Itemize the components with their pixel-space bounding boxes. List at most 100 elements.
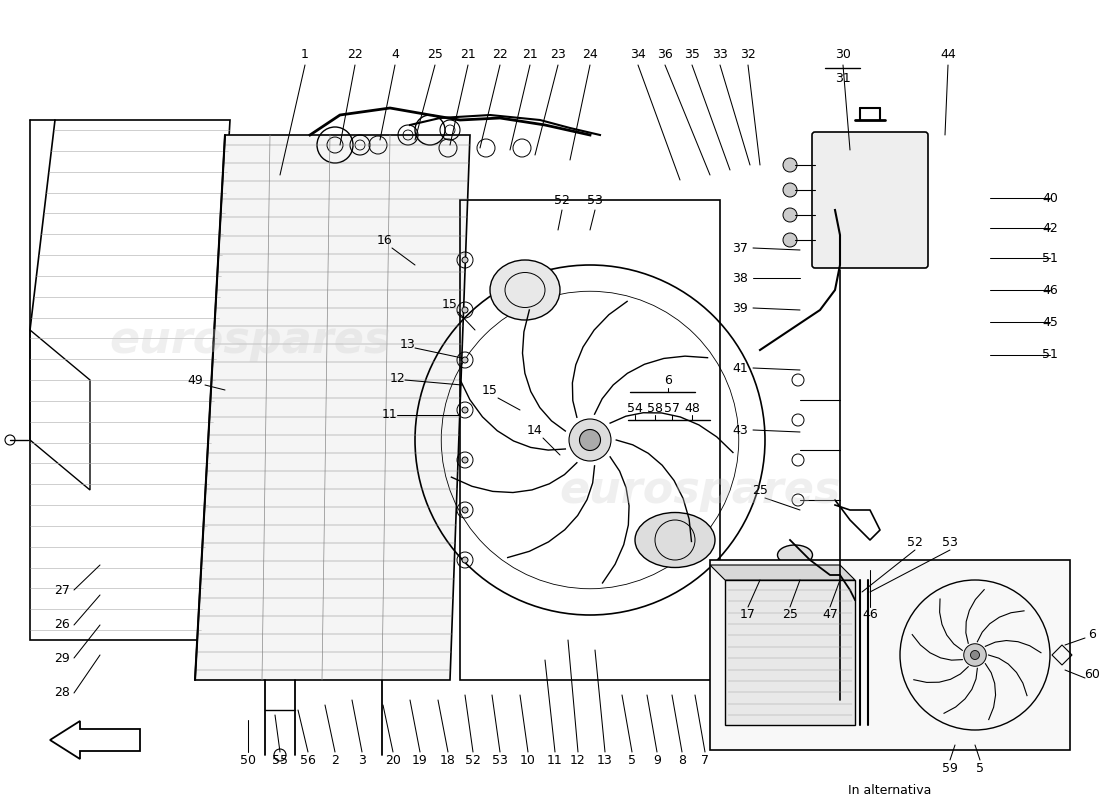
FancyArrow shape (50, 721, 140, 759)
Circle shape (462, 257, 468, 263)
Text: 53: 53 (587, 194, 603, 206)
Text: 49: 49 (187, 374, 202, 386)
Text: 17: 17 (740, 609, 756, 622)
Bar (725, 580, 855, 725)
Text: 1: 1 (301, 49, 309, 62)
Text: 46: 46 (1043, 283, 1058, 297)
Text: 26: 26 (54, 618, 70, 631)
Text: 50: 50 (240, 754, 256, 766)
Text: 38: 38 (733, 271, 748, 285)
Text: 43: 43 (733, 423, 748, 437)
Text: 13: 13 (597, 754, 613, 766)
Polygon shape (195, 135, 470, 680)
Text: 29: 29 (54, 651, 70, 665)
Text: 35: 35 (684, 49, 700, 62)
Text: eurospares: eurospares (109, 318, 390, 362)
Text: 15: 15 (442, 298, 458, 311)
Text: 48: 48 (684, 402, 700, 414)
Text: 14: 14 (527, 423, 543, 437)
Text: 60: 60 (1085, 669, 1100, 682)
Text: In alternativa: In alternativa (848, 783, 932, 797)
Text: 6: 6 (664, 374, 672, 386)
Text: 32: 32 (740, 49, 756, 62)
Circle shape (964, 644, 987, 666)
Text: 20: 20 (385, 754, 400, 766)
Text: 42: 42 (1043, 222, 1058, 234)
FancyBboxPatch shape (812, 132, 928, 268)
Text: 46: 46 (862, 609, 878, 622)
Text: 22: 22 (348, 49, 363, 62)
Text: 52: 52 (554, 194, 570, 206)
Circle shape (783, 208, 798, 222)
Circle shape (462, 357, 468, 363)
Circle shape (580, 430, 601, 450)
Text: 23: 23 (550, 49, 565, 62)
Text: 6: 6 (1088, 629, 1096, 642)
Text: 36: 36 (657, 49, 673, 62)
Text: 52: 52 (465, 754, 481, 766)
Ellipse shape (778, 545, 813, 565)
Text: eurospares: eurospares (559, 469, 840, 511)
Text: 37: 37 (733, 242, 748, 254)
Circle shape (970, 650, 979, 659)
Text: 21: 21 (522, 49, 538, 62)
Text: 54: 54 (627, 402, 642, 414)
Text: 39: 39 (733, 302, 748, 314)
Text: 34: 34 (630, 49, 646, 62)
Text: 18: 18 (440, 754, 455, 766)
Text: 5: 5 (628, 754, 636, 766)
Circle shape (462, 557, 468, 563)
Text: 7: 7 (701, 754, 710, 766)
Text: 25: 25 (427, 49, 443, 62)
Bar (710, 560, 1070, 750)
Text: 8: 8 (678, 754, 686, 766)
Circle shape (462, 507, 468, 513)
Circle shape (783, 158, 798, 172)
Text: 10: 10 (520, 754, 536, 766)
Circle shape (569, 419, 611, 461)
Text: 33: 33 (712, 49, 728, 62)
Ellipse shape (635, 513, 715, 567)
Text: 47: 47 (822, 609, 838, 622)
Circle shape (462, 307, 468, 313)
Text: 52: 52 (908, 535, 923, 549)
Text: 51: 51 (1042, 349, 1058, 362)
Text: 51: 51 (1042, 251, 1058, 265)
Text: 15: 15 (482, 383, 498, 397)
Text: 40: 40 (1042, 191, 1058, 205)
Circle shape (462, 407, 468, 413)
Text: 11: 11 (547, 754, 563, 766)
Text: 56: 56 (300, 754, 316, 766)
Text: 13: 13 (400, 338, 416, 351)
Circle shape (462, 457, 468, 463)
Text: 3: 3 (359, 754, 366, 766)
Text: 31: 31 (835, 71, 851, 85)
Text: 30: 30 (835, 49, 851, 62)
Text: 45: 45 (1042, 315, 1058, 329)
Text: 21: 21 (460, 49, 476, 62)
Text: 22: 22 (492, 49, 508, 62)
Text: 12: 12 (570, 754, 586, 766)
Ellipse shape (490, 260, 560, 320)
Text: 2: 2 (331, 754, 339, 766)
Text: 57: 57 (664, 402, 680, 414)
Text: 59: 59 (942, 762, 958, 774)
Text: 5: 5 (976, 762, 984, 774)
Text: 25: 25 (752, 483, 768, 497)
Text: 27: 27 (54, 583, 70, 597)
Text: 12: 12 (390, 371, 406, 385)
Text: 9: 9 (653, 754, 661, 766)
Text: 41: 41 (733, 362, 748, 374)
Text: 58: 58 (647, 402, 663, 414)
Circle shape (783, 233, 798, 247)
Text: 11: 11 (382, 409, 398, 422)
Text: 24: 24 (582, 49, 598, 62)
Bar (460, 200, 720, 680)
Text: 28: 28 (54, 686, 70, 699)
Polygon shape (710, 565, 855, 580)
Text: 25: 25 (782, 609, 797, 622)
Text: 55: 55 (272, 754, 288, 766)
Text: 53: 53 (492, 754, 508, 766)
Text: 16: 16 (377, 234, 393, 246)
Text: 44: 44 (940, 49, 956, 62)
